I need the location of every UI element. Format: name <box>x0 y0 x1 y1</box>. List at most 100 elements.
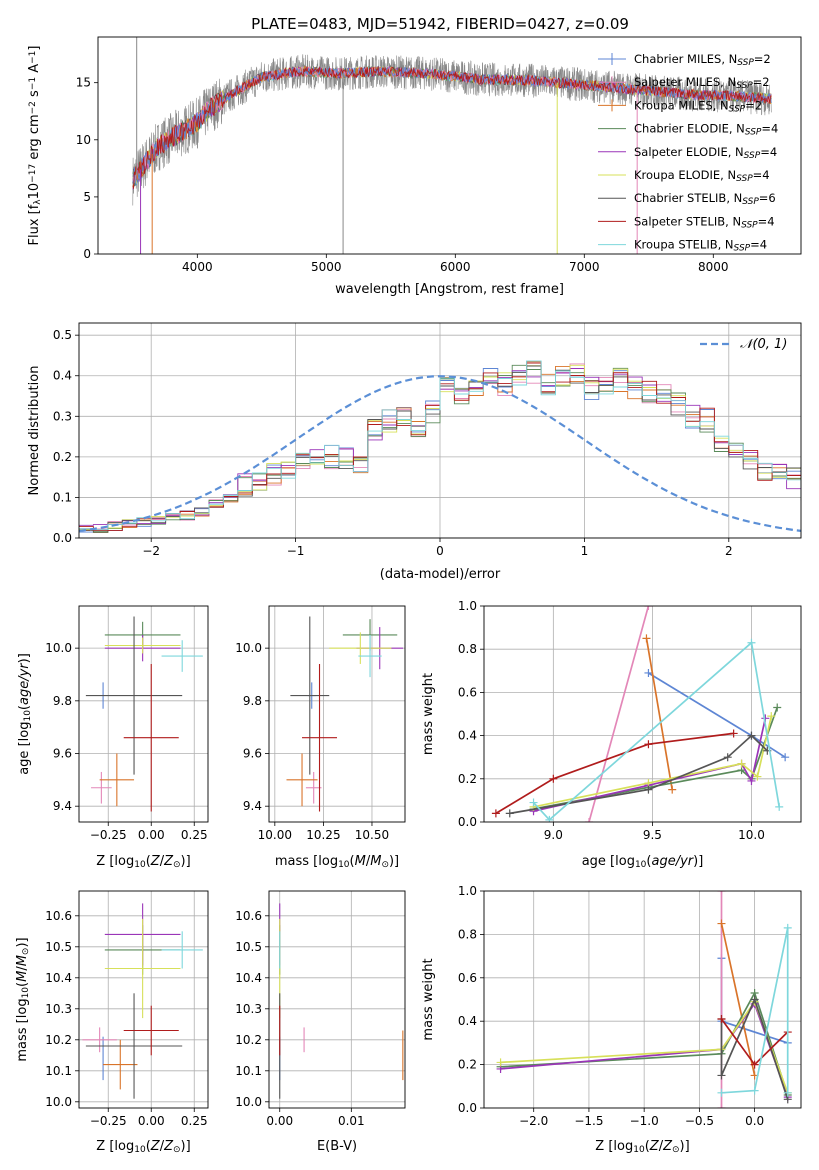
y-tick-label: 10.0 <box>235 1095 262 1109</box>
x-axis-label: Z [log10(Z/Z⊙)] <box>96 1139 190 1155</box>
y-tick-label: 0.4 <box>53 369 72 383</box>
x-tick-label: 7000 <box>569 260 600 274</box>
plot-area <box>484 606 801 822</box>
y-tick-label: 10.0 <box>45 1095 72 1109</box>
y-tick-label: 0.2 <box>53 450 72 464</box>
legend-entry: Kroupa ELODIE, NSSP=4 <box>634 168 770 184</box>
y-tick-label: 9.8 <box>243 694 262 708</box>
axes-frame <box>268 890 406 1109</box>
y-tick-label: 10.6 <box>235 909 262 923</box>
plot-area <box>79 891 208 1108</box>
x-tick-label: 1 <box>581 544 589 558</box>
axes-frame <box>483 605 802 823</box>
massweight-line <box>588 606 650 822</box>
y-tick-label: 10.4 <box>45 971 72 985</box>
x-axis-label: E(B-V) <box>317 1139 357 1154</box>
y-axis-label: Normed distribution <box>27 366 42 496</box>
massweight-line <box>495 732 734 815</box>
x-tick-label: −0.5 <box>685 1114 714 1128</box>
massweight-marker <box>717 1088 726 1097</box>
plot-area <box>484 891 801 1108</box>
axes-frame <box>483 890 802 1109</box>
x-tick-label: 10.50 <box>355 828 389 842</box>
massweight-line <box>721 927 789 1094</box>
gaussian-legend-label: 𝒩(0, 1) <box>740 337 787 352</box>
y-tick-label: 0.3 <box>53 409 72 423</box>
legend-entry: Salpeter MILES, NSSP=2 <box>634 75 770 91</box>
legend-entry: Salpeter ELODIE, NSSP=4 <box>634 145 777 161</box>
massweight-marker <box>783 923 792 932</box>
plot-area <box>269 606 405 822</box>
y-tick-label: 9.4 <box>243 799 262 813</box>
figure-title: PLATE=0483, MJD=51942, FIBERID=0427, z=0… <box>251 15 629 33</box>
massweight-marker <box>549 774 558 783</box>
x-tick-label: 0.00 <box>266 1114 293 1128</box>
y-tick-label: 0.6 <box>458 971 477 985</box>
y-tick-label: 0.5 <box>53 328 72 342</box>
y-tick-label: 10 <box>76 133 91 147</box>
y-tick-label: 0.2 <box>458 772 477 786</box>
x-axis-label: (data-model)/error <box>380 567 501 582</box>
massweight-line <box>500 990 789 1096</box>
y-tick-label: 0.6 <box>458 685 477 699</box>
plot-area <box>79 606 208 822</box>
massweight-marker <box>717 1071 726 1080</box>
massweight_vs_age-axes: 9.0 9.5 10.0 0.0 0.2 0.4 0.6 0.8 1.0 mass weight a… <box>421 599 802 870</box>
massweight-marker <box>717 1015 726 1024</box>
y-tick-label: 10.5 <box>45 940 72 954</box>
x-axis-label: Z [log10(Z/Z⊙)] <box>96 854 190 870</box>
y-tick-label: 15 <box>76 76 91 90</box>
gaussian-curve <box>79 375 801 532</box>
massweight-marker <box>773 703 782 712</box>
massweight-marker <box>750 1086 759 1095</box>
x-tick-label: 10.25 <box>306 828 340 842</box>
y-axis-label: mass weight <box>421 958 436 1040</box>
y-tick-label: 0.8 <box>458 642 477 656</box>
y-tick-label: 10.2 <box>45 1033 72 1047</box>
x-axis-label: age [log10(age/yr)] <box>582 854 704 870</box>
age_vs_mass-axes: 10.00 10.25 10.50 9.4 9.6 9.8 10.0 mass [log10(… <box>235 605 406 870</box>
y-tick-label: 9.6 <box>53 747 72 761</box>
x-tick-label: 5000 <box>311 260 342 274</box>
axes-frame <box>78 605 209 823</box>
x-tick-label: 6000 <box>440 260 471 274</box>
y-tick-label: 9.4 <box>53 799 72 813</box>
massweight-marker <box>781 753 790 762</box>
y-tick-label: 0.8 <box>458 927 477 941</box>
mass_vs_Z-axes: −0.25 0.00 0.25 10.0 10.1 10.2 10.3 10.4 10.5 10.… <box>15 890 209 1155</box>
y-tick-label: 10.4 <box>235 971 262 985</box>
x-tick-label: 2 <box>725 544 733 558</box>
histogram-series <box>79 360 801 533</box>
massweight-marker <box>747 776 756 785</box>
x-tick-label: 0.25 <box>181 1114 208 1128</box>
histogram-series <box>79 362 801 532</box>
x-tick-label: −2.0 <box>519 1114 548 1128</box>
x-tick-label: 0.01 <box>338 1114 365 1128</box>
massweight-marker <box>775 802 784 811</box>
massweight-marker <box>644 785 653 794</box>
massweight-marker <box>717 919 726 928</box>
axes-frame <box>268 605 406 823</box>
massweight-marker <box>767 712 776 721</box>
x-tick-label: 0.00 <box>138 1114 165 1128</box>
x-axis-label: wavelength [Angstrom, rest frame] <box>335 282 564 297</box>
y-tick-label: 0.2 <box>458 1058 477 1072</box>
massweight-line <box>645 638 674 790</box>
y-axis-label: mass [log10(M/M⊙)] <box>15 937 31 1061</box>
legend-entry: Salpeter STELIB, NSSP=4 <box>634 214 775 230</box>
histogram-axes: −2 −1 0 1 2 0.0 0.1 0.2 0.3 0.4 0.5 (data-model)/er… <box>27 322 802 582</box>
y-axis-label: age [log10(age/yr)] <box>17 653 33 775</box>
massweight-marker <box>729 729 738 738</box>
massweight_vs_Z-axes: −2.0 −1.5 −1.0 −0.5 0.0 0.0 0.2 0.4 0.6 0.8 1.0 mas… <box>421 884 802 1155</box>
y-tick-label: 0.1 <box>53 490 72 504</box>
massweight-marker <box>668 785 677 794</box>
massweight-marker <box>753 772 762 781</box>
x-tick-label: −0.25 <box>90 828 127 842</box>
y-tick-label: 10.1 <box>45 1064 72 1078</box>
massweight-marker <box>717 891 726 895</box>
y-tick-label: 9.6 <box>243 747 262 761</box>
massweight-marker <box>496 1058 505 1067</box>
histogram-series <box>79 360 801 531</box>
legend-entry: Chabrier STELIB, NSSP=6 <box>634 191 776 207</box>
massweight-marker <box>529 798 538 807</box>
